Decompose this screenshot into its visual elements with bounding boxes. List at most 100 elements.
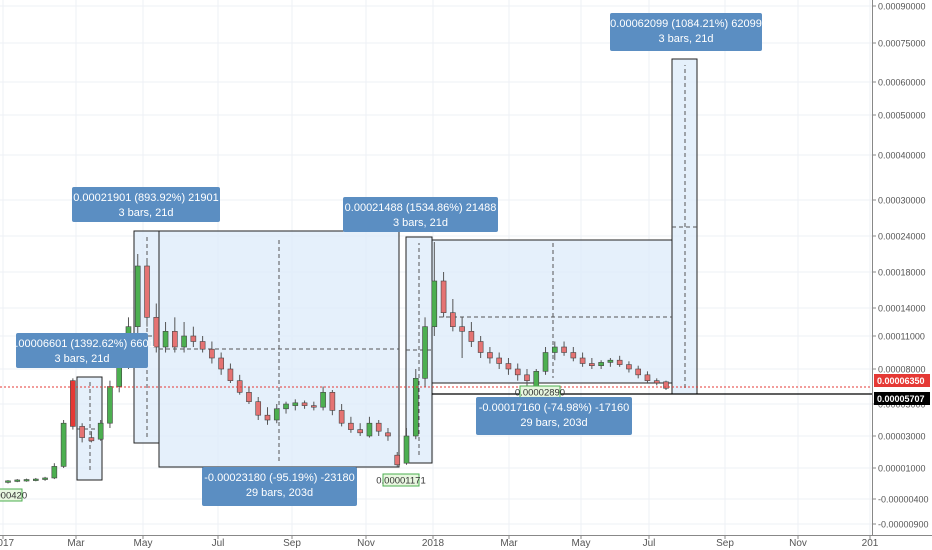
candle (246, 386, 252, 404)
x-tick-label: 2018 (422, 538, 445, 549)
measure-label-line2: 29 bars, 203d (246, 487, 313, 499)
candle-body (422, 326, 428, 379)
small-price-label: 0.00000420 (0, 488, 27, 502)
candle (134, 254, 141, 336)
candle (79, 423, 85, 443)
candle (199, 336, 206, 353)
candle-body (199, 341, 206, 350)
y-tick-label: 0.00040000 (878, 151, 926, 161)
measure-label[interactable]: 0.00021488 (1534.86%) 21488 3 bars, 21d (343, 197, 498, 232)
candle (70, 378, 76, 430)
candle (218, 352, 224, 375)
candle-body (292, 402, 299, 406)
y-tick-label: -0.00000900 (878, 520, 929, 530)
candle-body (320, 392, 326, 408)
candle-body (246, 392, 252, 402)
candle-body (33, 478, 39, 481)
price-marker-text: 0.00006350 (877, 376, 925, 386)
candle (320, 386, 326, 411)
candle-body (14, 479, 21, 482)
candle-body (107, 386, 113, 424)
y-tick-label: 0.00050000 (878, 111, 926, 121)
x-tick-label: Sep (283, 538, 301, 549)
candle-body (561, 346, 567, 353)
candle (301, 400, 308, 409)
candle (273, 404, 280, 424)
candle (5, 480, 11, 484)
measure-label-line1: 0.00021488 (1534.86%) 21488 (345, 202, 497, 214)
measure-label[interactable]: 0.00062099 (1084.21%) 62099 3 bars, 21d (610, 13, 762, 51)
candle-body (190, 335, 197, 342)
x-tick-label: 2017 (0, 538, 15, 549)
candle-body (644, 374, 651, 381)
candle-body (218, 357, 224, 370)
small-label-text: 0.00002890 (515, 388, 565, 399)
small-price-label: 0.00002890 (515, 385, 565, 399)
candle-body (144, 265, 150, 318)
measure-label[interactable]: -0.00017160 (-74.98%) -17160 29 bars, 203… (476, 397, 632, 435)
candle-body (97, 422, 104, 440)
measure-label-line1: 0.00006601 (1392.62%) 6601 (9, 338, 155, 350)
candle (51, 463, 58, 480)
candle (42, 476, 48, 481)
candle (524, 369, 530, 387)
candle (14, 479, 21, 483)
measure-label-line1: 0.00062099 (1084.21%) 62099 (610, 18, 762, 30)
price-lines (0, 386, 872, 395)
measure-label[interactable]: 0.00021901 (893.92%) 21901 3 bars, 21d (72, 187, 220, 222)
candle (375, 420, 382, 436)
measure-label-line2: 3 bars, 21d (54, 353, 109, 365)
candle (653, 378, 660, 386)
measure-label-bg (476, 397, 632, 435)
candle-body (635, 368, 641, 376)
y-tick-label: 0.00008000 (878, 365, 926, 375)
candle (329, 390, 336, 416)
measure-label[interactable]: 0.00006601 (1392.62%) 6601 3 bars, 21d (9, 333, 155, 368)
candle-body (542, 352, 549, 372)
candle-body (487, 352, 493, 359)
candle-body (570, 352, 577, 359)
candle (227, 363, 234, 383)
candle-body (366, 422, 373, 437)
candle-body (301, 402, 308, 406)
candle-body (162, 331, 169, 348)
candle-body (616, 359, 623, 365)
candle-body (264, 414, 271, 421)
candle-body (273, 408, 280, 421)
y-tick-label: 0.00090000 (878, 2, 926, 12)
candle (616, 355, 623, 367)
candle (514, 363, 521, 381)
candle-body (5, 480, 11, 483)
candle (33, 477, 39, 482)
candle-body (477, 341, 484, 353)
candle-body (51, 466, 58, 479)
candle-body (403, 435, 410, 464)
candle (60, 420, 67, 468)
candle-body (153, 317, 160, 348)
y-tick-label: 0.00030000 (878, 196, 926, 206)
candle-body (589, 363, 595, 366)
x-tick-label: Mar (67, 538, 85, 549)
candle-body (524, 374, 530, 381)
candle (181, 322, 187, 353)
measure-label[interactable]: -0.00023180 (-95.19%) -23180 29 bars, 203… (202, 467, 357, 506)
candle-body (79, 426, 85, 438)
candle (440, 272, 447, 318)
small-price-label: 0.00001171 (376, 473, 426, 487)
measure-label-bg (610, 13, 762, 51)
candle (412, 369, 419, 440)
candle (626, 361, 632, 373)
candle (88, 431, 95, 443)
candle (607, 358, 614, 367)
candle-body (385, 432, 391, 437)
candle-body (209, 348, 215, 359)
y-tick-label: 0.00014000 (878, 304, 926, 314)
y-tick-label: 0.00001000 (878, 464, 926, 474)
x-axis: 2017 Mar May Jul Sep Nov 2018 Mar May Jul Sep Nov 20… (0, 535, 932, 549)
candle-body (283, 403, 289, 410)
candle (348, 416, 354, 433)
measure-label-line1: -0.00023180 (-95.19%) -23180 (204, 472, 354, 484)
candle (570, 347, 577, 362)
y-tick-label: 0.00018000 (878, 268, 926, 278)
